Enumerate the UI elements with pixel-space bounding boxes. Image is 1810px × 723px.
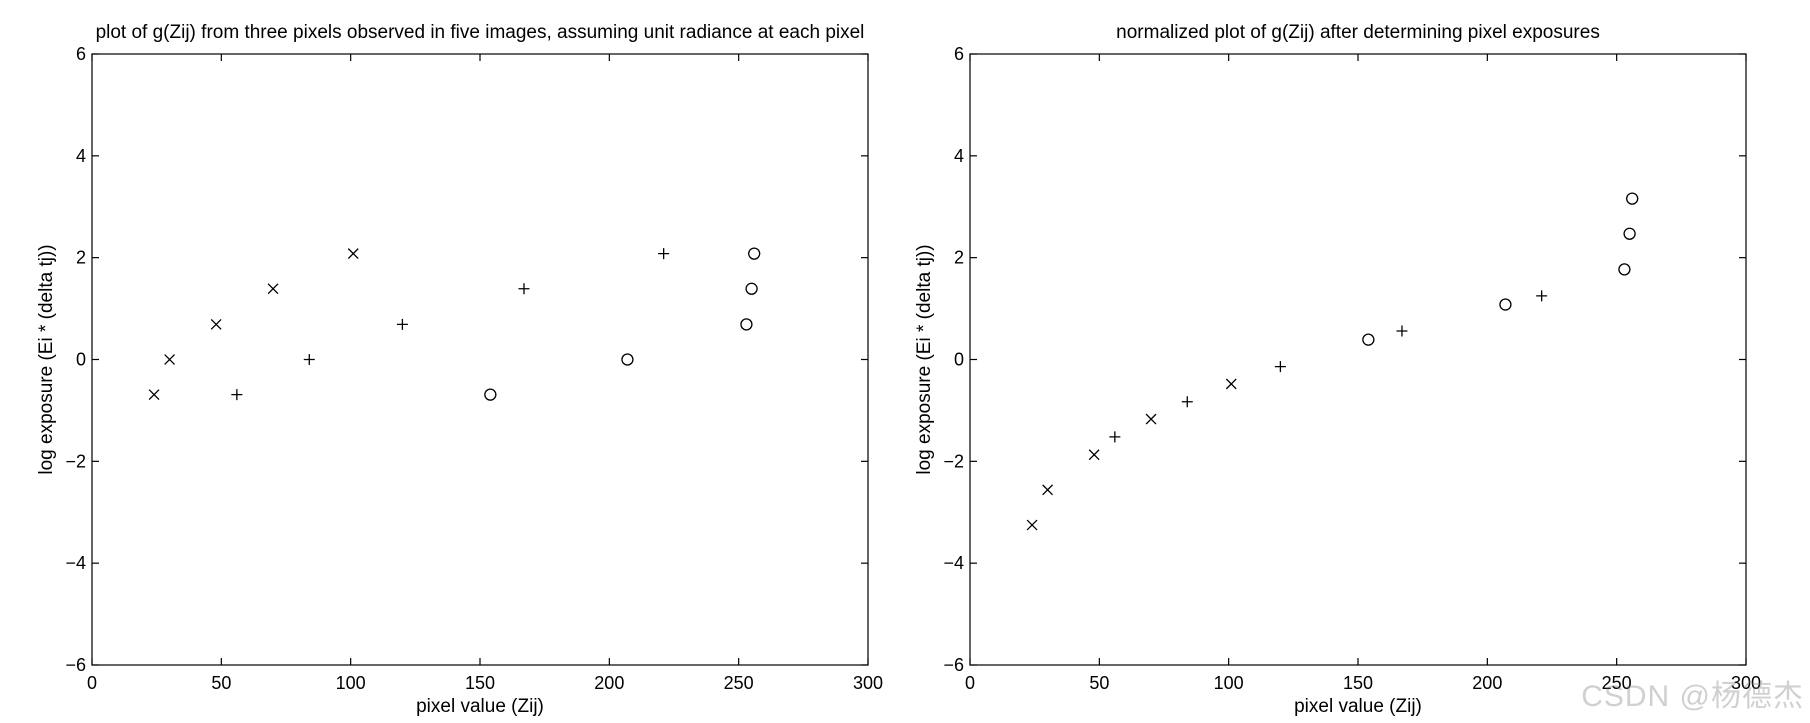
y-tick-label: 4	[76, 146, 86, 166]
data-point-plus	[1536, 290, 1548, 302]
watermark-text: CSDN @杨德杰	[1581, 680, 1804, 713]
plot-frame	[969, 53, 1747, 666]
data-point-plus	[1181, 396, 1193, 408]
x-tick-label: 200	[1472, 673, 1502, 693]
chart-title: normalized plot of g(Zij) after determin…	[1116, 22, 1600, 43]
x-tick-label: 50	[211, 673, 231, 693]
data-point-cross	[1088, 449, 1100, 461]
data-point-plus	[231, 389, 243, 401]
y-tick-label: −6	[943, 655, 964, 675]
plot-frame	[91, 53, 869, 666]
x-tick-label: 300	[853, 673, 883, 693]
x-tick-label: 300	[1731, 673, 1761, 693]
data-point-circle	[1623, 227, 1636, 240]
x-axis-label: pixel value (Zij)	[1294, 696, 1422, 717]
y-tick-label: 0	[76, 350, 86, 370]
y-tick-label: 2	[954, 248, 964, 268]
data-point-cross	[1145, 413, 1157, 425]
y-tick-label: 0	[954, 350, 964, 370]
data-point-plus	[396, 318, 408, 330]
x-tick-label: 100	[336, 673, 366, 693]
data-point-cross	[1042, 484, 1054, 496]
y-tick-label: −4	[943, 553, 964, 573]
y-axis-label: log exposure (Ei * (delta tj))	[914, 244, 935, 474]
data-point-cross	[1225, 378, 1237, 390]
data-point-plus	[658, 248, 670, 260]
x-tick-label: 0	[87, 673, 97, 693]
y-axis-label: log exposure (Ei * (delta tj))	[36, 244, 57, 474]
y-tick-label: 4	[954, 146, 964, 166]
x-tick-label: 100	[1214, 673, 1244, 693]
data-point-plus	[518, 283, 530, 295]
data-point-circle	[621, 353, 634, 366]
y-tick-label: 6	[954, 44, 964, 64]
y-tick-label: 6	[76, 44, 86, 64]
data-point-circle	[484, 388, 497, 401]
data-point-circle	[1626, 192, 1639, 205]
left-chart-panel: plot of g(Zij) from three pixels observe…	[36, 22, 883, 717]
data-point-circle	[740, 318, 753, 331]
x-tick-label: 50	[1089, 673, 1109, 693]
data-point-plus	[1109, 431, 1121, 443]
y-tick-label: 2	[76, 248, 86, 268]
data-point-cross	[267, 283, 279, 295]
data-point-circle	[1362, 333, 1375, 346]
y-tick-label: −2	[65, 451, 86, 471]
data-point-cross	[164, 354, 176, 365]
x-tick-label: 250	[724, 673, 754, 693]
data-point-circle	[745, 282, 758, 295]
data-point-circle	[1618, 263, 1631, 276]
data-point-cross	[1026, 519, 1038, 531]
x-tick-label: 0	[965, 673, 975, 693]
x-axis-label: pixel value (Zij)	[416, 696, 544, 717]
data-point-plus	[1274, 361, 1286, 373]
data-point-plus	[303, 354, 315, 365]
data-point-cross	[347, 248, 359, 260]
y-tick-label: −4	[65, 553, 86, 573]
y-tick-label: −6	[65, 655, 86, 675]
data-point-cross	[210, 318, 222, 330]
x-tick-label: 150	[465, 673, 495, 693]
y-tick-label: −2	[943, 451, 964, 471]
data-point-cross	[148, 389, 160, 401]
x-tick-label: 250	[1602, 673, 1632, 693]
data-point-plus	[1396, 325, 1408, 337]
data-point-circle	[1499, 298, 1512, 311]
right-chart-panel: normalized plot of g(Zij) after determin…	[914, 22, 1761, 717]
x-tick-label: 200	[594, 673, 624, 693]
chart-title: plot of g(Zij) from three pixels observe…	[96, 22, 865, 43]
x-tick-label: 150	[1343, 673, 1373, 693]
data-point-circle	[748, 247, 761, 260]
